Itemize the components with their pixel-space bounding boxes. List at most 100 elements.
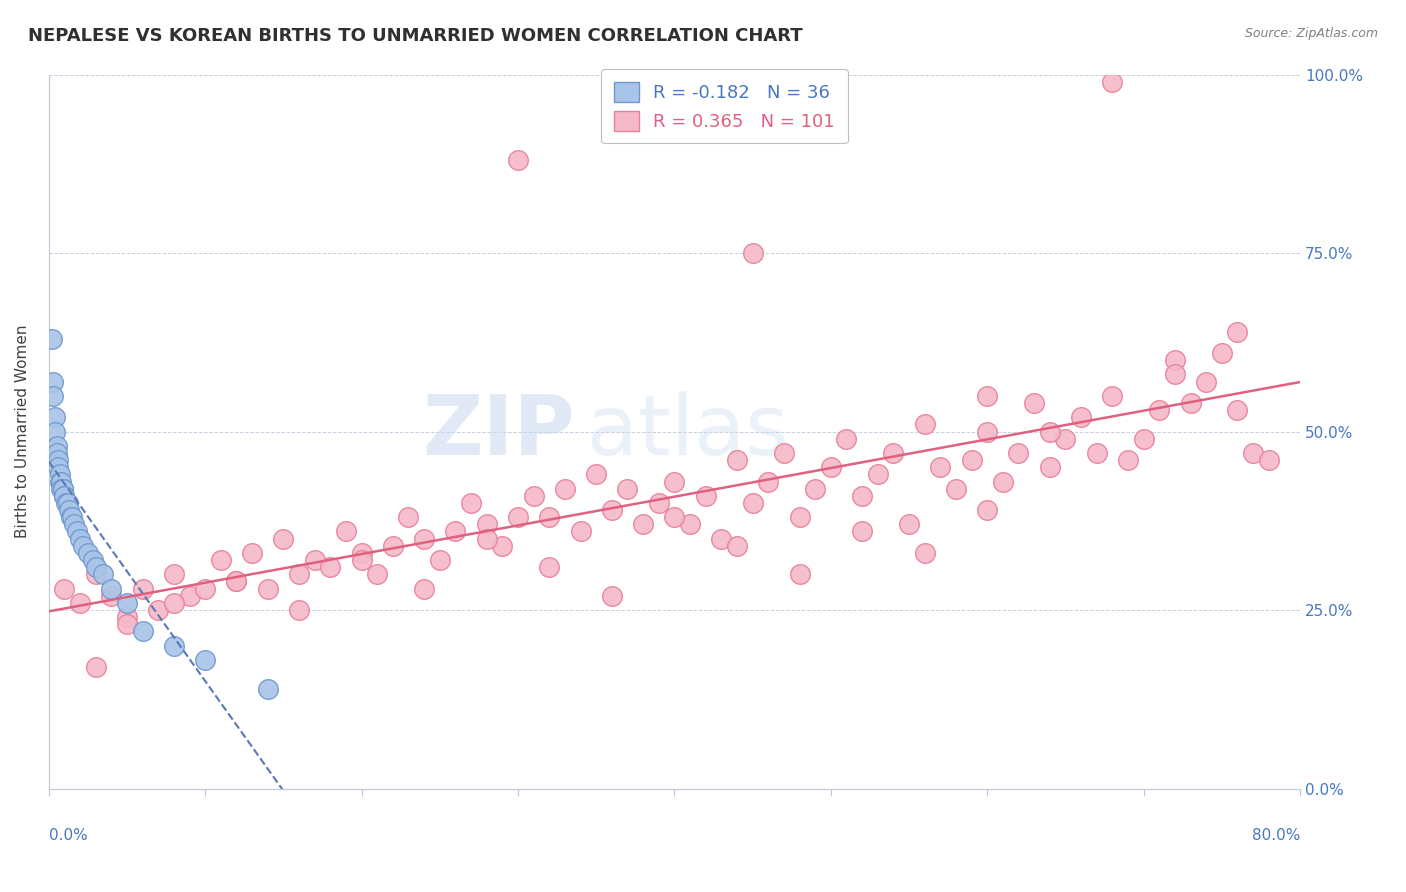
Koreans [991, 475, 1014, 489]
Koreans [288, 567, 311, 582]
Koreans [256, 582, 278, 596]
Koreans [1164, 353, 1187, 368]
Koreans [240, 546, 263, 560]
Koreans [1257, 453, 1279, 467]
Koreans [523, 489, 546, 503]
Text: 80.0%: 80.0% [1251, 828, 1301, 843]
Legend: R = -0.182   N = 36, R = 0.365   N = 101: R = -0.182 N = 36, R = 0.365 N = 101 [602, 70, 848, 144]
Nepalese [256, 681, 278, 696]
Koreans [631, 517, 654, 532]
Koreans [1039, 460, 1062, 475]
Koreans [914, 546, 936, 560]
Nepalese [53, 489, 76, 503]
Koreans [304, 553, 326, 567]
Koreans [804, 482, 827, 496]
Koreans [335, 524, 357, 539]
Nepalese [69, 532, 91, 546]
Koreans [789, 567, 811, 582]
Nepalese [131, 624, 153, 639]
Y-axis label: Births to Unmarried Women: Births to Unmarried Women [15, 325, 30, 538]
Koreans [163, 596, 186, 610]
Koreans [194, 582, 217, 596]
Koreans [273, 532, 295, 546]
Nepalese [48, 467, 70, 482]
Nepalese [42, 375, 65, 389]
Koreans [741, 496, 763, 510]
Koreans [1039, 425, 1062, 439]
Text: NEPALESE VS KOREAN BIRTHS TO UNMARRIED WOMEN CORRELATION CHART: NEPALESE VS KOREAN BIRTHS TO UNMARRIED W… [28, 27, 803, 45]
Koreans [1024, 396, 1046, 410]
Nepalese [84, 560, 107, 574]
Koreans [1007, 446, 1029, 460]
Koreans [538, 510, 561, 524]
Koreans [679, 517, 702, 532]
Koreans [319, 560, 342, 574]
Nepalese [163, 639, 186, 653]
Koreans [1054, 432, 1077, 446]
Koreans [664, 510, 686, 524]
Koreans [773, 446, 796, 460]
Koreans [569, 524, 592, 539]
Koreans [929, 460, 952, 475]
Koreans [664, 475, 686, 489]
Koreans [1226, 403, 1249, 417]
Nepalese [66, 524, 89, 539]
Koreans [914, 417, 936, 432]
Nepalese [59, 510, 82, 524]
Koreans [866, 467, 889, 482]
Nepalese [52, 482, 75, 496]
Text: atlas: atlas [586, 391, 789, 472]
Text: ZIP: ZIP [422, 391, 574, 472]
Nepalese [45, 439, 67, 453]
Nepalese [52, 482, 75, 496]
Koreans [350, 546, 373, 560]
Koreans [616, 482, 638, 496]
Nepalese [62, 517, 84, 532]
Koreans [1226, 325, 1249, 339]
Koreans [741, 246, 763, 260]
Koreans [413, 532, 436, 546]
Koreans [851, 524, 873, 539]
Nepalese [56, 496, 79, 510]
Koreans [882, 446, 904, 460]
Koreans [475, 517, 498, 532]
Nepalese [44, 410, 66, 425]
Koreans [115, 610, 138, 624]
Nepalese [82, 553, 104, 567]
Nepalese [100, 582, 122, 596]
Nepalese [53, 489, 76, 503]
Koreans [851, 489, 873, 503]
Koreans [209, 553, 232, 567]
Nepalese [46, 460, 69, 475]
Nepalese [55, 496, 77, 510]
Nepalese [60, 510, 83, 524]
Koreans [53, 582, 76, 596]
Koreans [1101, 75, 1123, 89]
Koreans [725, 453, 748, 467]
Koreans [1164, 368, 1187, 382]
Koreans [429, 553, 451, 567]
Koreans [976, 503, 998, 517]
Nepalese [41, 332, 63, 346]
Koreans [179, 589, 201, 603]
Koreans [1195, 375, 1218, 389]
Text: Source: ZipAtlas.com: Source: ZipAtlas.com [1244, 27, 1378, 40]
Koreans [84, 567, 107, 582]
Koreans [506, 153, 529, 168]
Koreans [84, 660, 107, 674]
Koreans [710, 532, 733, 546]
Koreans [538, 560, 561, 574]
Koreans [554, 482, 576, 496]
Koreans [1241, 446, 1264, 460]
Koreans [475, 532, 498, 546]
Koreans [131, 582, 153, 596]
Nepalese [115, 596, 138, 610]
Koreans [585, 467, 607, 482]
Koreans [413, 582, 436, 596]
Nepalese [93, 567, 115, 582]
Nepalese [44, 425, 66, 439]
Nepalese [51, 482, 73, 496]
Koreans [945, 482, 967, 496]
Nepalese [46, 453, 69, 467]
Koreans [381, 539, 404, 553]
